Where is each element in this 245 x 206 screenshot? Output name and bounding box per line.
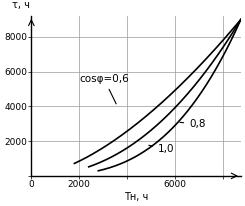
Text: 1,0: 1,0 [149, 144, 175, 154]
X-axis label: Tн, ч: Tн, ч [124, 192, 148, 202]
Text: cosφ=0,6: cosφ=0,6 [79, 74, 129, 104]
Y-axis label: τ, ч: τ, ч [12, 0, 30, 10]
Text: 0,8: 0,8 [180, 119, 206, 129]
